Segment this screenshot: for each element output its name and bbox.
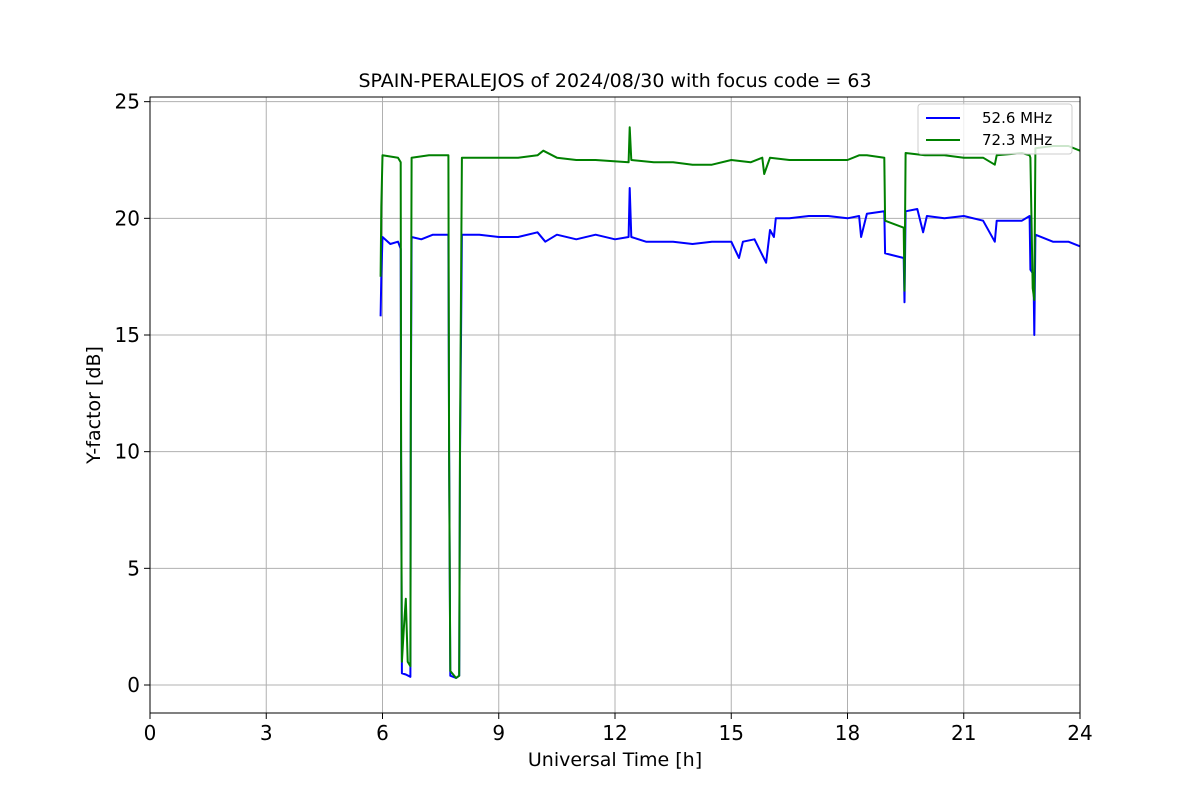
legend-label-72-3-mhz: 72.3 MHz	[982, 131, 1052, 149]
y-axis-label: Y-factor [dB]	[83, 346, 105, 465]
x-tick-label: 12	[602, 721, 627, 745]
y-tick-label: 25	[115, 90, 140, 114]
y-tick-label: 0	[127, 673, 140, 697]
x-axis: 0 3 6 9 12 15 18 21 24	[144, 713, 1093, 745]
series-line-72-3-mhz	[379, 126, 1080, 679]
y-axis: 0 5 10 15 20 25	[115, 90, 150, 697]
legend: 52.6 MHz 72.3 MHz	[917, 103, 1073, 155]
legend-box	[917, 103, 1073, 155]
x-tick-label: 21	[951, 721, 976, 745]
x-tick-label: 9	[492, 721, 505, 745]
y-tick-label: 10	[115, 440, 140, 464]
x-tick-label: 6	[376, 721, 389, 745]
legend-label-52-6-mhz: 52.6 MHz	[982, 109, 1052, 127]
x-tick-label: 15	[719, 721, 744, 745]
x-axis-label: Universal Time [h]	[528, 749, 702, 771]
y-tick-label: 5	[127, 556, 140, 580]
chart-title: SPAIN-PERALEJOS of 2024/08/30 with focus…	[358, 70, 871, 92]
x-tick-label: 3	[260, 721, 273, 745]
y-tick-label: 20	[115, 206, 140, 230]
x-tick-label: 18	[835, 721, 860, 745]
grid	[149, 97, 1081, 713]
series-layer	[379, 126, 1080, 679]
series-line-52-6-mhz	[379, 187, 1080, 679]
x-tick-label: 0	[144, 721, 157, 745]
x-tick-label: 24	[1067, 721, 1092, 745]
y-tick-label: 15	[115, 323, 140, 347]
